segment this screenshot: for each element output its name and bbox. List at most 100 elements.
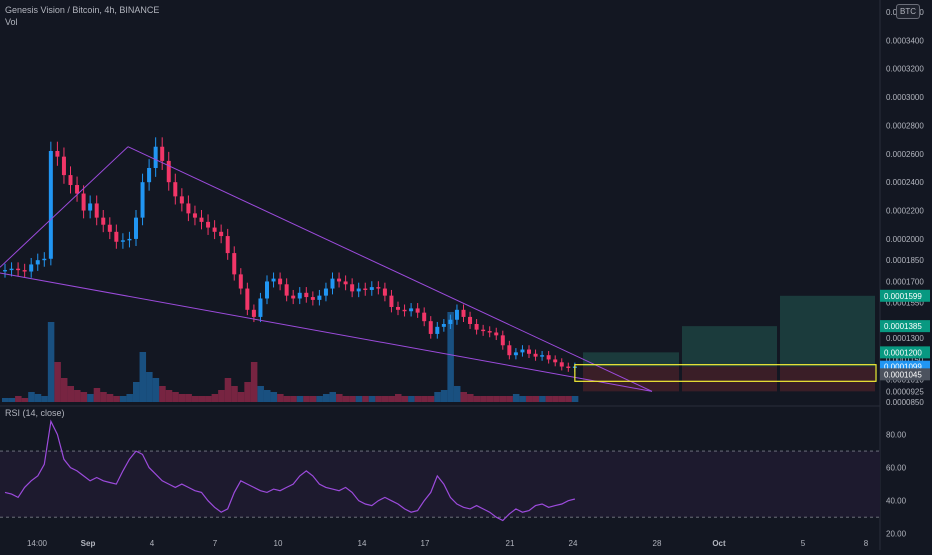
volume-bar — [480, 396, 487, 402]
rsi-label: RSI (14, close) — [5, 408, 65, 418]
volume-bar — [499, 396, 507, 402]
candle-body — [68, 175, 73, 186]
candle-body — [369, 287, 374, 290]
candle-body — [199, 217, 204, 222]
volume-bar — [211, 394, 219, 402]
rsi-tick-label: 80.00 — [886, 431, 907, 440]
candle-body — [35, 260, 40, 265]
candle-body — [271, 278, 276, 282]
volume-bar — [401, 396, 409, 402]
candle-body — [160, 146, 165, 161]
price-tick-label: 0.0002800 — [886, 121, 924, 130]
volume-bar — [244, 382, 251, 402]
volume-bar — [119, 396, 127, 402]
candle-body — [487, 331, 492, 333]
time-tick-label: 17 — [421, 539, 430, 548]
volume-bar — [264, 390, 271, 402]
candle-body — [304, 292, 309, 298]
candle-body — [3, 270, 7, 272]
candle-body — [343, 281, 348, 285]
price-tick-label: 0.0003000 — [886, 93, 924, 102]
candle-body — [219, 231, 224, 237]
volume-bar — [388, 396, 395, 402]
candle-body — [94, 203, 99, 218]
candle-body — [428, 321, 433, 334]
volume-bar — [486, 396, 494, 402]
volume-bar — [80, 392, 88, 402]
volume-bar — [427, 396, 435, 402]
volume-bar — [408, 396, 415, 402]
price-label-value: 0.0001599 — [884, 292, 922, 301]
candle-body — [461, 309, 466, 317]
candle-body — [350, 284, 355, 292]
volume-bar — [532, 396, 540, 402]
price-label-value: 0.0001099 — [884, 363, 922, 372]
candle-body — [474, 324, 479, 330]
volume-bar — [349, 396, 356, 402]
volume-bar — [270, 392, 278, 402]
currency-badge[interactable]: BTC — [896, 4, 920, 19]
volume-bar — [28, 392, 35, 402]
price-label-value: 0.0001385 — [884, 322, 922, 331]
candle-body — [553, 359, 558, 363]
candle-body — [55, 150, 60, 157]
rsi-tick-label: 40.00 — [886, 497, 907, 506]
volume-bar — [231, 386, 238, 402]
candle-body — [422, 312, 427, 322]
volume-bar — [368, 396, 376, 402]
volume-bar — [100, 392, 107, 402]
entry-box — [574, 364, 877, 382]
candle-body — [284, 284, 289, 296]
target-zone — [583, 352, 679, 367]
price-label-tag — [880, 346, 930, 359]
candle-body — [520, 349, 525, 353]
volume-bar — [74, 390, 81, 402]
volume-bar — [198, 396, 205, 402]
candle-body — [42, 258, 47, 261]
volume-bar — [165, 390, 173, 402]
candle-body — [173, 182, 178, 197]
candle-body — [88, 203, 93, 211]
candle-body — [310, 297, 315, 300]
candle-body — [376, 287, 381, 289]
price-label-value: 0.0001200 — [884, 348, 922, 357]
volume-bar — [93, 388, 101, 402]
rsi-axis: 80.00 60.00 40.00 20.00 — [886, 431, 907, 539]
time-tick-label: 8 — [864, 539, 869, 548]
volume-bar — [552, 396, 559, 402]
volume-bar — [106, 394, 114, 402]
volume-bar — [172, 392, 179, 402]
candle-body — [16, 268, 21, 271]
volume-bar — [467, 394, 474, 402]
candle-body — [245, 288, 250, 310]
time-tick-label: 10 — [274, 539, 283, 548]
volume-bar — [250, 362, 258, 402]
stop-zone — [682, 366, 777, 392]
time-tick-label: 4 — [150, 539, 155, 548]
volume-bar — [296, 396, 304, 402]
candle-body — [147, 168, 152, 183]
candle-body — [513, 352, 518, 356]
candle-body — [179, 196, 184, 204]
position-zones — [583, 295, 875, 392]
rsi-tick-label: 20.00 — [886, 530, 907, 539]
candle-body — [297, 292, 302, 299]
volume-bar — [519, 396, 526, 402]
time-tick-label: Oct — [712, 539, 726, 548]
candle-body — [540, 355, 545, 357]
candle-body — [225, 236, 230, 254]
volume-bar — [512, 394, 520, 402]
time-tick-label: Sep — [81, 539, 96, 548]
volume-bar — [191, 396, 199, 402]
candle-body — [166, 160, 171, 183]
candle-body — [192, 213, 197, 218]
candle-body — [291, 295, 296, 299]
volume-bar — [257, 386, 264, 402]
candle-body — [134, 217, 138, 239]
candle-body — [356, 288, 361, 292]
candle-body — [140, 182, 145, 218]
price-tick-label: 0.0001300 — [886, 334, 924, 343]
candle-body — [48, 150, 53, 259]
